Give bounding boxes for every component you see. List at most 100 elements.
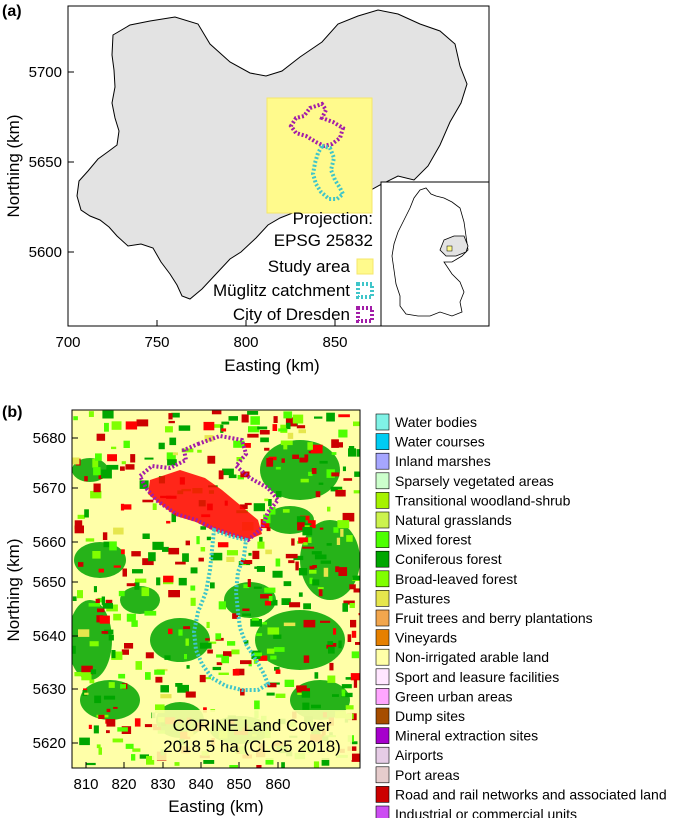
land-cover-cell (254, 700, 260, 710)
panel-b-ytick-5680: 5680 (33, 430, 66, 447)
land-cover-cell (102, 603, 113, 609)
clc-annotation-bg (152, 710, 352, 760)
legend-swatch (375, 570, 390, 588)
land-cover-cell (285, 553, 298, 559)
land-cover-cell (166, 452, 176, 461)
land-cover-map: CORINE Land Cover 2018 5 ha (CLC5 2018) (71, 409, 361, 769)
legend-swatch (375, 531, 390, 548)
land-cover-cell (253, 652, 262, 657)
land-cover-cell (104, 422, 109, 432)
land-cover-cell (317, 587, 324, 590)
land-cover-cell (267, 682, 277, 688)
land-cover-cell (113, 706, 118, 709)
panel-b-ytick-5620: 5620 (33, 735, 66, 752)
land-cover-cell (148, 552, 156, 562)
land-cover-cell (260, 437, 269, 443)
land-cover-cell (341, 689, 346, 697)
land-cover-cell (135, 578, 147, 583)
land-cover-cell (359, 470, 360, 477)
land-cover-cell (341, 692, 353, 698)
land-cover-cell (327, 506, 331, 512)
land-cover-cell (218, 672, 229, 675)
study-area-rect (266, 97, 373, 214)
land-cover-cell (217, 542, 229, 548)
land-cover-cell (81, 665, 93, 673)
land-cover-cell (247, 433, 259, 438)
land-cover-cell (118, 673, 126, 679)
projection-line2: EPSG 25832 (274, 231, 373, 250)
land-cover-cell (299, 457, 308, 463)
land-cover-cell (144, 724, 157, 728)
land-cover-cell (106, 730, 110, 734)
land-cover-cell (106, 708, 111, 713)
panel-b-ytick-5630: 5630 (33, 681, 66, 698)
land-cover-cell (168, 420, 175, 424)
land-cover-cell (307, 442, 313, 450)
land-cover-cell (103, 695, 116, 700)
land-cover-cell (152, 503, 157, 510)
panel-b-ylabel: Northing (km) (4, 539, 23, 642)
land-cover-cell (155, 704, 165, 714)
land-cover-cell (259, 430, 270, 435)
land-cover-cell (226, 550, 238, 556)
land-cover-cell (212, 666, 222, 671)
land-cover-cell (240, 688, 245, 696)
panel-b-xtick-840: 840 (188, 776, 213, 793)
land-cover-cell (141, 587, 150, 597)
legend-label: Sparsely vegetated areas (395, 473, 554, 489)
land-cover-cell (131, 620, 138, 627)
panel-a-xtick-850: 850 (322, 334, 347, 351)
land-cover-cell (303, 655, 310, 663)
land-cover-cell (96, 433, 106, 441)
land-cover-cell (320, 560, 331, 564)
land-cover-cell (166, 520, 171, 524)
legend-dresden-label: City of Dresden (233, 305, 350, 324)
land-cover-cell (275, 693, 286, 698)
land-cover-cell (196, 536, 200, 545)
land-cover-cell (278, 428, 288, 432)
land-cover-cell (89, 679, 95, 684)
land-cover-cell (350, 673, 360, 681)
land-cover-cell (287, 432, 294, 439)
panel-b-ytick-5650: 5650 (33, 574, 66, 591)
clc-annotation-line1: CORINE Land Cover (173, 716, 332, 735)
land-cover-cell (139, 754, 149, 759)
land-cover-cell (207, 649, 213, 654)
land-cover-cell (303, 603, 311, 610)
land-cover-cell (201, 677, 211, 680)
land-cover-cell (185, 638, 189, 646)
land-cover-cell (197, 449, 202, 453)
land-cover-cell (271, 599, 278, 606)
land-cover-cell (168, 628, 173, 635)
land-cover-cell (158, 442, 165, 450)
land-cover-cell (356, 449, 360, 457)
land-cover-cell (118, 590, 125, 597)
land-cover-cell (342, 466, 346, 472)
land-cover-cell (93, 586, 97, 593)
clc-annotation-line2: 2018 5 ha (CLC5 2018) (163, 737, 341, 756)
land-cover-cell (338, 414, 350, 418)
land-cover-cell (343, 478, 353, 481)
land-cover-cell (345, 677, 354, 680)
land-cover-cell (101, 596, 105, 605)
land-cover-cell (292, 454, 299, 459)
land-cover-cell (242, 613, 251, 617)
land-cover-cell (123, 440, 130, 448)
land-cover-cell (190, 585, 196, 591)
land-cover-cell (285, 417, 297, 427)
land-cover-cell (111, 650, 116, 659)
land-cover-cell (274, 666, 280, 671)
land-cover-cell (329, 662, 334, 671)
land-cover-cell (216, 654, 224, 658)
land-cover-cell (154, 669, 165, 675)
land-cover-cell (95, 598, 100, 603)
land-cover-cell (326, 543, 332, 546)
legend-label: Green urban areas (395, 688, 513, 704)
legend-swatch (375, 746, 390, 764)
land-cover-cell (330, 486, 343, 492)
land-cover-cell (177, 684, 189, 693)
land-cover-cell (353, 490, 360, 494)
land-cover-cell (218, 601, 226, 610)
dresden-urban-area (148, 470, 262, 540)
land-cover-cell (88, 724, 92, 729)
